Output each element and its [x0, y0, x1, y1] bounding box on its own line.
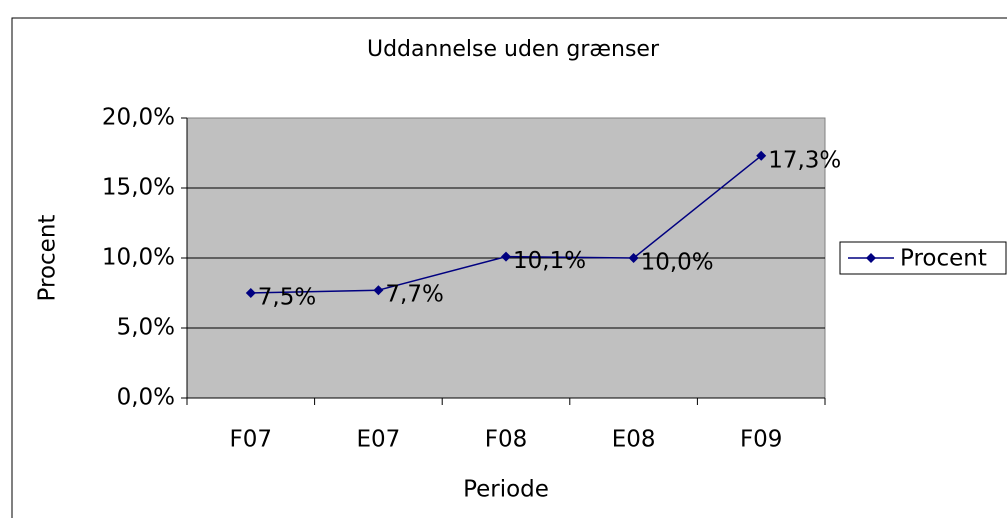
- marker: [373, 285, 384, 296]
- y-tick-label: 20,0%: [102, 105, 175, 131]
- y-tick-label: 0,0%: [117, 385, 175, 411]
- x-tick-label: E08: [612, 427, 656, 453]
- data-label: 17,3%: [768, 147, 841, 173]
- y-tick-label: 15,0%: [102, 175, 175, 201]
- y-tick-label: 5,0%: [117, 315, 175, 341]
- marker: [501, 251, 511, 262]
- x-tick-label: F08: [485, 427, 528, 453]
- x-tick-label: E07: [356, 427, 400, 453]
- x-tick-label: F09: [740, 427, 783, 453]
- data-label: 10,0%: [641, 250, 714, 276]
- y-tick-label: 10,0%: [102, 245, 175, 271]
- chart-title: Uddannelse uden grænser: [367, 37, 660, 62]
- data-label: 7,5%: [258, 285, 316, 311]
- marker: [756, 150, 767, 161]
- x-axis-label: Periode: [463, 477, 549, 503]
- marker: [245, 288, 256, 298]
- marker: [628, 253, 639, 263]
- data-label: 7,7%: [385, 282, 443, 308]
- legend-marker: [866, 253, 876, 263]
- x-tick-label: F07: [230, 427, 273, 453]
- legend-label: Procent: [900, 246, 987, 272]
- y-axis-label: Procent: [35, 215, 61, 302]
- data-label: 10,1%: [513, 248, 586, 274]
